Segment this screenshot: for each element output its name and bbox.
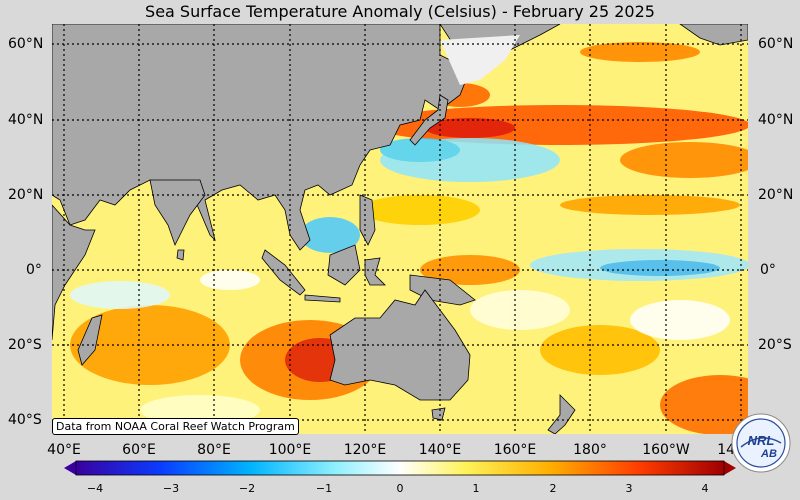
colorbar-tick-4: 4 (701, 482, 709, 495)
lon-label-140e: 140°E (418, 442, 462, 458)
alaska-landmass (679, 24, 748, 46)
lat-label-20s-left: 20°S (8, 337, 42, 353)
lat-label-40s-left: 40°S (8, 412, 42, 428)
lat-label-20n-left: 20°N (8, 187, 44, 203)
lat-label-0-left: 0° (26, 262, 42, 278)
colorbar-tick-neg3: −3 (162, 482, 180, 495)
lat-label-0-right: 0° (760, 262, 776, 278)
data-credit-label: Data from NOAA Coral Reef Watch Program (52, 418, 299, 435)
colorbar-tick-neg1: −1 (315, 482, 333, 495)
svg-text:AB: AB (760, 448, 777, 460)
india-landmass (149, 179, 206, 247)
lon-label-160e: 160°E (493, 442, 537, 458)
java-landmass (304, 294, 341, 303)
lat-label-20n-right: 20°N (758, 187, 794, 203)
philippines-landmass (359, 194, 376, 246)
lat-label-60n-left: 60°N (8, 36, 44, 52)
lat-label-40n-right: 40°N (758, 112, 794, 128)
sri-lanka-landmass (176, 249, 185, 261)
map-title: Sea Surface Temperature Anomaly (Celsius… (145, 2, 655, 21)
plot-area (52, 24, 748, 434)
lat-label-60n-right: 60°N (758, 36, 794, 52)
lat-label-40n-left: 40°N (8, 112, 44, 128)
colorbar-tick-neg2: −2 (238, 482, 256, 495)
sea-ice-area (440, 35, 520, 85)
lat-label-20s-right: 20°S (758, 337, 792, 353)
lon-label-180: 180° (573, 442, 607, 458)
graticule (52, 24, 748, 434)
lon-label-80e: 80°E (197, 442, 231, 458)
colorbar-tick-1: 1 (472, 482, 480, 495)
lon-label-60e: 60°E (122, 442, 156, 458)
borneo-landmass (327, 244, 361, 286)
nrl-logo-icon[interactable]: NRL AB (731, 413, 791, 473)
new-zealand-landmass (547, 394, 576, 434)
lon-label-40e: 40°E (47, 442, 81, 458)
lon-label-160w: 160°W (642, 442, 690, 458)
colorbar (64, 460, 736, 476)
colorbar-gradient (76, 461, 724, 475)
colorbar-tick-2: 2 (549, 482, 557, 495)
lon-label-120e: 120°E (343, 442, 387, 458)
colorbar-tick-3: 3 (625, 482, 633, 495)
colorbar-right-arrow (724, 461, 736, 475)
madagascar-landmass (77, 314, 103, 366)
colorbar-tick-0: 0 (396, 482, 404, 495)
colorbar-left-arrow (64, 461, 76, 475)
svg-text:NRL: NRL (748, 433, 775, 448)
sumatra-landmass (261, 249, 306, 296)
colorbar-tick-neg4: −4 (86, 482, 104, 495)
africa-landmass (52, 204, 96, 341)
australia-landmass (329, 289, 471, 401)
lon-label-100e: 100°E (268, 442, 312, 458)
